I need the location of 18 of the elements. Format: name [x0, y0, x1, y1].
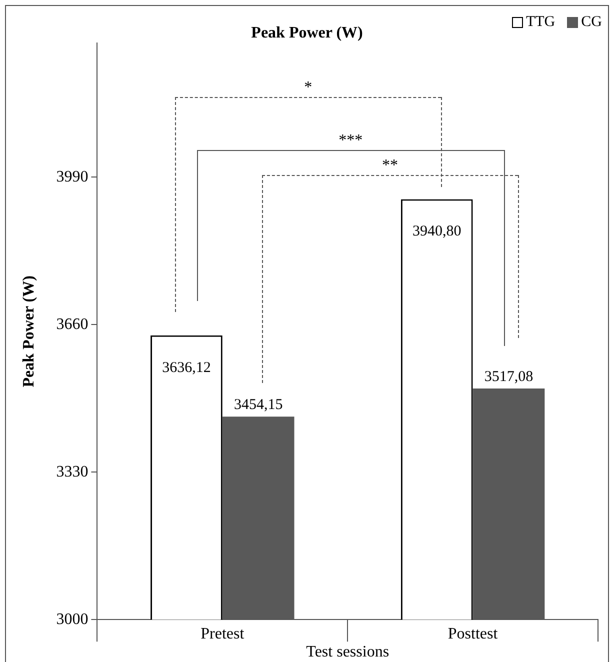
y-tick-label: 3660 — [56, 316, 88, 333]
y-tick-label: 3990 — [56, 168, 88, 186]
annotation: ** — [382, 157, 398, 174]
data-label: 3940,80 — [412, 224, 462, 240]
y-axis-title: Peak Power (W) — [20, 276, 38, 388]
x-tick-label: Pretest — [200, 625, 245, 642]
y-tick-label: 3330 — [56, 463, 88, 480]
annotation: *** — [338, 132, 363, 150]
annotation: * — [304, 79, 312, 96]
data-label: 3517,08 — [484, 368, 534, 385]
chart-title: Peak Power (W) — [251, 24, 363, 42]
data-label: 3454,15 — [234, 397, 283, 414]
data-label: 3636,12 — [162, 360, 211, 376]
legend-label: CG — [581, 14, 602, 31]
x-tick-label: Posttest — [448, 625, 498, 642]
y-tick-label: 3000 — [56, 610, 88, 628]
text: TTG — [526, 14, 556, 31]
x-axis-title: Test sessions — [306, 644, 390, 661]
